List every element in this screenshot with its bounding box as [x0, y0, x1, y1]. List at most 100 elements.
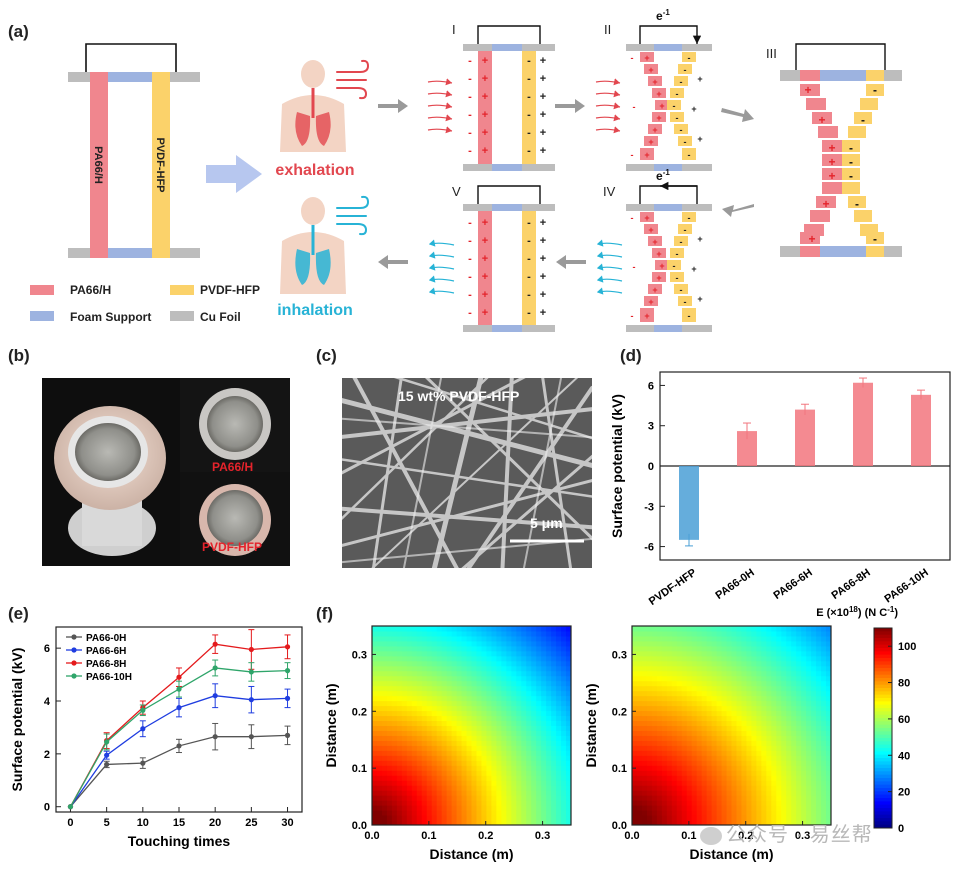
heat-cell — [816, 626, 822, 632]
heat-cell — [826, 800, 832, 806]
svg-text:+: + — [656, 273, 661, 283]
heat-cell — [771, 740, 777, 746]
heat-cell — [436, 660, 443, 667]
svg-text:-: - — [468, 145, 472, 157]
heat-cell — [786, 650, 792, 657]
heat-cell — [636, 640, 643, 647]
svg-text:+: + — [644, 213, 649, 223]
heat-cell — [421, 630, 428, 637]
heat-cell — [751, 720, 757, 726]
heat-cell — [656, 660, 663, 667]
heat-cell — [556, 720, 562, 726]
heat-cell — [421, 685, 428, 692]
heat-cell — [731, 790, 737, 796]
heat-cell — [701, 740, 708, 746]
heat-cell — [566, 675, 572, 682]
heat-cell — [731, 810, 737, 816]
heat-cell — [401, 795, 408, 801]
heat-cell — [756, 800, 762, 806]
heat-cell — [451, 770, 458, 776]
colorbar-step — [874, 654, 892, 659]
heat-cell — [531, 645, 537, 652]
heat-cell — [501, 675, 507, 682]
heat-cell — [766, 745, 772, 751]
heat-cell — [481, 750, 487, 756]
heat-cell — [476, 690, 482, 697]
heat-cell — [786, 730, 792, 736]
heat-cell — [811, 626, 817, 632]
svg-text:+: + — [482, 235, 488, 247]
heat-cell — [526, 720, 532, 726]
heat-cell — [696, 760, 703, 766]
colorbar-step — [874, 668, 892, 672]
heat-cell — [451, 810, 458, 816]
heat-cell — [671, 730, 678, 736]
heat-cell — [521, 765, 527, 771]
colorbar-step — [874, 671, 892, 676]
heat-cell — [481, 626, 487, 632]
heat-cell — [796, 755, 802, 761]
heat-cell — [636, 725, 643, 731]
heat-cell — [401, 785, 408, 791]
heat-cell — [751, 795, 757, 801]
heat-cell — [731, 680, 737, 687]
heat-cell — [426, 640, 433, 647]
heat-cell — [821, 655, 827, 662]
heat-cell — [416, 755, 423, 761]
heat-cell — [751, 650, 757, 657]
pa66-photo-label: PA66/H — [212, 460, 254, 474]
heat-cell — [781, 640, 787, 647]
heat-cell — [546, 765, 552, 771]
heat-cell — [766, 705, 772, 712]
heat-cell — [766, 655, 772, 662]
heat-cell — [761, 700, 767, 707]
colorbar-step — [874, 734, 892, 739]
heat-cell — [491, 760, 497, 766]
heat-cell — [632, 710, 638, 717]
heat-cell — [816, 765, 822, 771]
heat-cell — [641, 635, 648, 642]
heat-cell — [646, 670, 653, 677]
heat-cell — [761, 645, 767, 652]
svg-text:II: II — [604, 22, 611, 37]
heat-cell — [506, 820, 512, 826]
heat-cell — [711, 670, 718, 677]
heat-cell — [491, 775, 497, 781]
heat-cell — [646, 685, 653, 692]
heat-cell — [372, 795, 378, 801]
heat-cell — [551, 785, 557, 791]
heat-cell — [511, 755, 517, 761]
heat-cell — [632, 760, 638, 766]
heat-cell — [796, 790, 802, 796]
heat-cell — [411, 755, 418, 761]
heat-cell — [716, 815, 723, 821]
heatmap-left — [372, 626, 572, 826]
colorbar-frame — [873, 627, 893, 829]
heat-cell — [561, 820, 567, 826]
heat-cell — [691, 690, 698, 697]
heat-cell — [821, 705, 827, 712]
heat-cell — [441, 745, 448, 751]
heat-cell — [406, 785, 413, 791]
heat-cell — [686, 750, 693, 756]
heat-cell — [701, 730, 708, 736]
svg-text:+: + — [482, 145, 488, 157]
svg-text:+: + — [540, 253, 546, 265]
heat-cell — [526, 695, 532, 702]
heat-cell — [426, 626, 433, 632]
heat-cell — [771, 690, 777, 697]
heat-cell — [671, 790, 678, 796]
heat-cell — [756, 660, 762, 667]
colorbar-step — [874, 751, 892, 756]
heat-cell — [716, 725, 723, 731]
heat-cell — [376, 650, 383, 657]
heat-cell — [632, 705, 638, 712]
heat-cell — [411, 680, 418, 687]
heat-cell — [441, 800, 448, 806]
heat-cell — [761, 805, 767, 811]
colorbar-step — [874, 718, 892, 722]
heat-cell — [761, 635, 767, 642]
heat-cell — [541, 690, 547, 697]
heat-cell — [461, 695, 468, 702]
